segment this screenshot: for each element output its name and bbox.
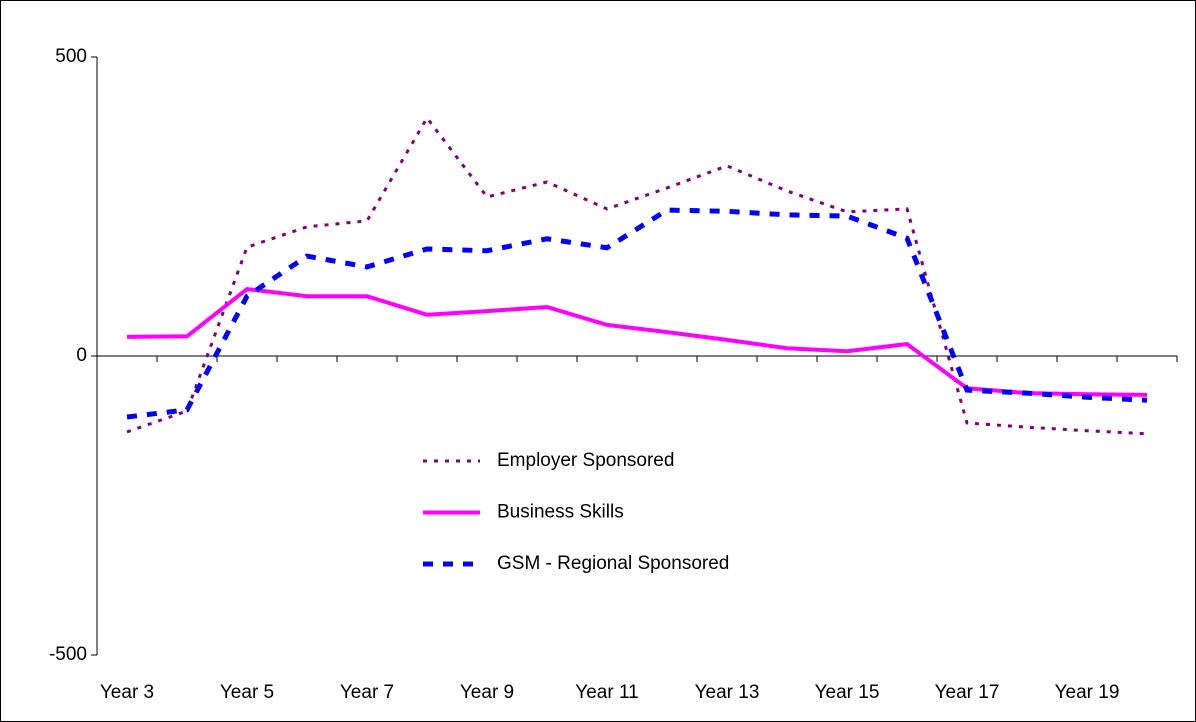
x-tick-label: Year 7 bbox=[340, 682, 394, 703]
x-tick-label: Year 5 bbox=[220, 682, 274, 703]
legend-label: Business Skills bbox=[497, 502, 624, 523]
y-tick-label: 0 bbox=[76, 345, 87, 366]
x-tick-label: Year 13 bbox=[695, 682, 760, 703]
series-line bbox=[126, 115, 1148, 436]
y-tick-label: 500 bbox=[55, 46, 87, 67]
series-line bbox=[126, 286, 1148, 397]
y-tick-label: -500 bbox=[49, 644, 87, 665]
series-line bbox=[126, 207, 1148, 420]
x-tick-label: Year 19 bbox=[1055, 682, 1120, 703]
x-tick-label: Year 17 bbox=[935, 682, 1000, 703]
legend-label: Employer Sponsored bbox=[497, 450, 674, 471]
x-tick-label: Year 15 bbox=[815, 682, 880, 703]
x-tick-label: Year 11 bbox=[575, 682, 638, 703]
x-tick-label: Year 3 bbox=[100, 682, 154, 703]
legend-label: GSM - Regional Sponsored bbox=[497, 553, 729, 574]
x-tick-label: Year 9 bbox=[460, 682, 514, 703]
